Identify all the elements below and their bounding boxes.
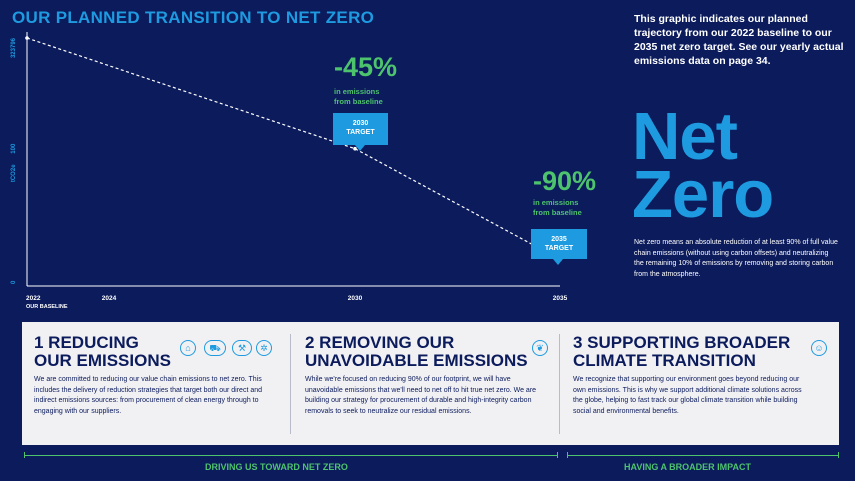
- pillar-supporting-title-line1: 3 SUPPORTING BROADER: [573, 333, 791, 352]
- x-tick-label: 2035: [553, 295, 568, 302]
- footer-left-bracket: [24, 455, 558, 456]
- target-box-2035: 2035 TARGET: [531, 229, 587, 265]
- globe-hand-icon: ☺: [811, 340, 827, 356]
- target-box-2035-label: TARGET: [544, 245, 574, 252]
- x-baseline-label: OUR BASELINE: [26, 304, 68, 310]
- pillar-removing: 2 REMOVING OUR UNAVOIDABLE EMISSIONS Whi…: [305, 322, 555, 445]
- target-box-2030-year: 2030: [352, 120, 369, 127]
- annotation-2035-subtext: in emissions from baseline: [533, 198, 582, 218]
- net-zero-heading: Net Zero: [632, 99, 774, 232]
- annotation-2030-percent: -45%: [334, 52, 398, 82]
- annotation-2035-sub1: in emissions: [533, 198, 579, 207]
- pillar-reducing: 1 REDUCING OUR EMISSIONS We are committe…: [34, 322, 286, 445]
- target-box-2030: 2030 TARGET: [333, 113, 388, 151]
- pillar-divider-2: [559, 334, 560, 434]
- pillar-divider-1: [290, 334, 291, 434]
- x-tick-label: 2030: [348, 295, 363, 302]
- gear-network-icon: ✲: [256, 340, 272, 356]
- y-axis-label: tCO2e: [11, 164, 17, 182]
- target-box-2035-year: 2035: [551, 236, 567, 243]
- intro-text: This graphic indicates our planned traje…: [634, 13, 844, 67]
- y-tick-label: 0: [11, 280, 17, 284]
- pillar-removing-title-line1: 2 REMOVING OUR: [305, 333, 455, 352]
- annotation-2035-sub2: from baseline: [533, 208, 582, 217]
- annotation-2030-sub2: from baseline: [334, 97, 383, 106]
- pillar-reducing-title-line1: 1 REDUCING: [34, 333, 139, 352]
- trajectory-line: [26, 37, 561, 260]
- pillar-removing-body: While we're focused on reducing 90% of o…: [305, 376, 537, 415]
- footer-left-bracket-end: [557, 452, 558, 458]
- x-tick-label: 2024: [102, 295, 117, 302]
- annotation-2035-percent: -90%: [533, 166, 597, 196]
- footer-right-bracket: [567, 455, 839, 456]
- pillar-removing-title-line2: UNAVOIDABLE EMISSIONS: [305, 351, 528, 370]
- footer-right-bracket-end: [838, 452, 839, 458]
- pillar-supporting-body: We recognize that supporting our environ…: [573, 376, 802, 415]
- pillar-supporting-title-line2: CLIMATE TRANSITION: [573, 351, 756, 370]
- target-box-2030-label: TARGET: [346, 129, 375, 136]
- pillar-reducing-title: 1 REDUCING OUR EMISSIONS: [34, 334, 171, 370]
- trajectory-point: [25, 36, 29, 40]
- pillar-reducing-body: We are committed to reducing our value c…: [34, 376, 263, 415]
- net-zero-heading-line1: Net: [632, 99, 738, 174]
- net-zero-description: Net zero means an absolute reduction of …: [634, 239, 838, 278]
- footer-left-label: DRIVING US TOWARD NET ZERO: [205, 462, 348, 472]
- leaf-icon: ❦: [532, 340, 548, 356]
- factory-icon: ⚒: [232, 340, 252, 356]
- y-tick-label: 100: [11, 143, 17, 154]
- page-title: OUR PLANNED TRANSITION TO NET ZERO: [12, 8, 375, 27]
- pillars-panel: 1 REDUCING OUR EMISSIONS We are committe…: [22, 322, 839, 445]
- emissions-chart: 323796 100 0 tCO2e 2022 2024 2030 2035 OUR BASEL…: [11, 32, 568, 310]
- pillar-supporting-title: 3 SUPPORTING BROADER CLIMATE TRANSITION: [573, 334, 790, 370]
- pillar-removing-title: 2 REMOVING OUR UNAVOIDABLE EMISSIONS: [305, 334, 528, 370]
- pillar-supporting: 3 SUPPORTING BROADER CLIMATE TRANSITION …: [573, 322, 833, 445]
- pillar-reducing-title-line2: OUR EMISSIONS: [34, 351, 171, 370]
- truck-icon: ⛟: [204, 340, 226, 356]
- net-zero-heading-line2: Zero: [632, 157, 774, 232]
- footer-right-label: HAVING A BROADER IMPACT: [624, 462, 751, 472]
- x-tick-label: 2022: [26, 295, 41, 302]
- annotation-2030-subtext: in emissions from baseline: [334, 87, 383, 107]
- building-icon: ⌂: [180, 340, 196, 356]
- annotation-2030-sub1: in emissions: [334, 87, 380, 96]
- y-tick-label: 323796: [11, 37, 17, 58]
